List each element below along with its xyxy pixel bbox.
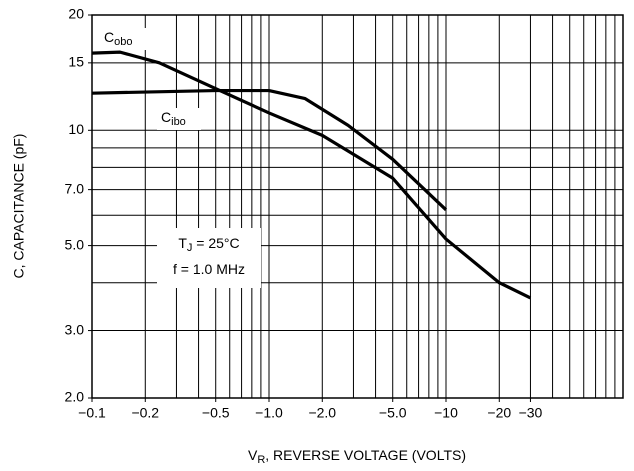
series-label: Cibo <box>161 109 186 128</box>
series-label-main: C <box>161 109 171 125</box>
x-axis-title-rest: , REVERSE VOLTAGE (VOLTS) <box>265 447 466 463</box>
series-label-main: C <box>104 29 114 45</box>
x-tick-label: −2.0 <box>308 405 336 421</box>
plot-frame <box>91 14 624 399</box>
series-label-bg <box>100 28 152 50</box>
y-tick-label: 2.0 <box>65 389 85 405</box>
y-tick-label: 10 <box>68 121 84 137</box>
annotation-sub: J <box>187 242 193 254</box>
x-tick-label: −10 <box>434 405 458 421</box>
x-tick-label: −1.0 <box>255 405 283 421</box>
series-line <box>91 50 532 300</box>
y-tick-label: 5.0 <box>65 236 85 252</box>
annotation-rest: = 25°C <box>192 235 239 251</box>
y-axis-title: C, CAPACITANCE (pF) <box>11 134 27 279</box>
y-tick-label: 20 <box>68 6 84 22</box>
series-label-sub: ibo <box>171 116 186 128</box>
x-axis-title-main: V <box>248 447 258 463</box>
x-tick-label: −0.5 <box>202 405 230 421</box>
annotation: TJ = 25°C <box>178 235 239 254</box>
series-label-bg <box>157 108 201 130</box>
y-tick-label: 7.0 <box>65 180 85 196</box>
y-tick-label: 15 <box>68 54 84 70</box>
annotation: f = 1.0 MHz <box>173 261 245 277</box>
x-tick-label: −30 <box>519 405 543 421</box>
annotation-bg <box>157 228 261 288</box>
x-axis-title: VR, REVERSE VOLTAGE (VOLTS) <box>248 447 466 466</box>
annotation-main: f = 1.0 MHz <box>173 261 245 277</box>
x-tick-label: −20 <box>487 405 511 421</box>
series-line <box>91 88 448 211</box>
x-tick-label: −0.2 <box>131 405 159 421</box>
annotation-main: T <box>178 235 187 251</box>
series-label-sub: obo <box>114 36 132 48</box>
series-label: Cobo <box>104 29 132 48</box>
x-tick-label: −5.0 <box>379 405 407 421</box>
x-axis-title-sub: R <box>257 454 265 466</box>
x-tick-label: −0.1 <box>78 405 106 421</box>
y-tick-label: 3.0 <box>65 321 85 337</box>
